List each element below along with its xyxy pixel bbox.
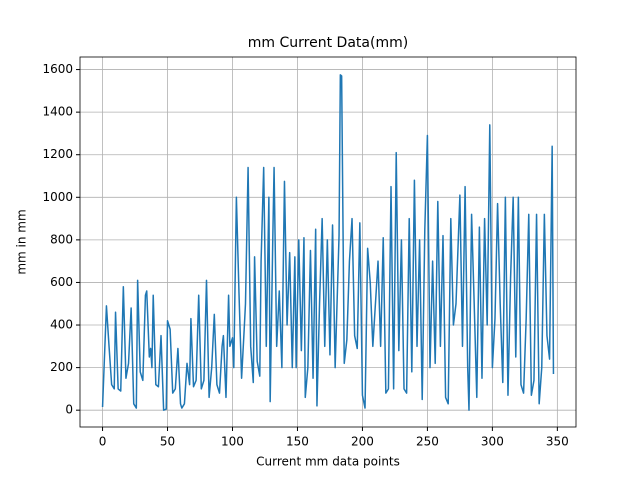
x-axis-label: Current mm data points xyxy=(256,455,400,469)
data-line xyxy=(101,74,555,411)
x-tick-label: 50 xyxy=(160,435,175,449)
x-tick-label: 150 xyxy=(286,435,309,449)
x-tick-label: 0 xyxy=(99,435,107,449)
y-tick-label: 1400 xyxy=(42,105,73,119)
y-tick-label: 800 xyxy=(50,232,73,246)
x-tick-label: 100 xyxy=(221,435,244,449)
chart-title: mm Current Data(mm) xyxy=(248,35,408,51)
y-tick-label: 400 xyxy=(50,318,73,332)
x-tick-label: 350 xyxy=(546,435,569,449)
x-tick-label: 300 xyxy=(481,435,504,449)
x-tick-label: 250 xyxy=(416,435,439,449)
y-tick-label: 600 xyxy=(50,275,73,289)
plot-frame xyxy=(79,56,577,428)
y-tick-label: 1000 xyxy=(42,190,73,204)
x-tick-label: 200 xyxy=(351,435,374,449)
y-tick-label: 200 xyxy=(50,360,73,374)
y-tick-label: 1200 xyxy=(42,147,73,161)
y-axis-label: mm in mm xyxy=(15,209,29,274)
y-tick-label: 0 xyxy=(65,403,73,417)
y-tick-label: 1600 xyxy=(42,62,73,76)
